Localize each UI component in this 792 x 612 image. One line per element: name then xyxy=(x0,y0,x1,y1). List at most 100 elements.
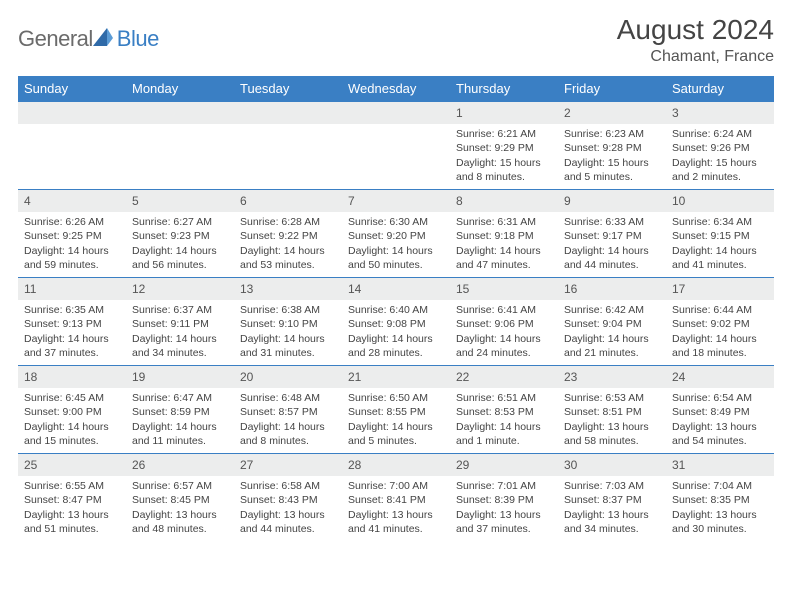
daylight-text: Daylight: 13 hours and 30 minutes. xyxy=(672,508,768,536)
day-body: Sunrise: 6:26 AMSunset: 9:25 PMDaylight:… xyxy=(18,212,126,276)
weekday-header: Saturday xyxy=(666,76,774,102)
sunset-text: Sunset: 9:06 PM xyxy=(456,317,552,331)
daylight-text: Daylight: 14 hours and 15 minutes. xyxy=(24,420,120,448)
sunrise-text: Sunrise: 6:31 AM xyxy=(456,215,552,229)
sunset-text: Sunset: 9:17 PM xyxy=(564,229,660,243)
weekday-header: Wednesday xyxy=(342,76,450,102)
day-body: Sunrise: 6:38 AMSunset: 9:10 PMDaylight:… xyxy=(234,300,342,364)
sunrise-text: Sunrise: 7:00 AM xyxy=(348,479,444,493)
day-number: 15 xyxy=(450,278,558,300)
daylight-text: Daylight: 13 hours and 44 minutes. xyxy=(240,508,336,536)
calendar-day-cell: 3Sunrise: 6:24 AMSunset: 9:26 PMDaylight… xyxy=(666,102,774,190)
day-number: 14 xyxy=(342,278,450,300)
sunrise-text: Sunrise: 7:03 AM xyxy=(564,479,660,493)
sunset-text: Sunset: 9:04 PM xyxy=(564,317,660,331)
daylight-text: Daylight: 14 hours and 18 minutes. xyxy=(672,332,768,360)
sunrise-text: Sunrise: 6:51 AM xyxy=(456,391,552,405)
day-number: 29 xyxy=(450,454,558,476)
day-number: 22 xyxy=(450,366,558,388)
daylight-text: Daylight: 13 hours and 54 minutes. xyxy=(672,420,768,448)
day-number xyxy=(342,102,450,124)
day-number: 9 xyxy=(558,190,666,212)
calendar-day-cell: 11Sunrise: 6:35 AMSunset: 9:13 PMDayligh… xyxy=(18,278,126,366)
day-number: 8 xyxy=(450,190,558,212)
daylight-text: Daylight: 14 hours and 24 minutes. xyxy=(456,332,552,360)
calendar-day-cell: 20Sunrise: 6:48 AMSunset: 8:57 PMDayligh… xyxy=(234,366,342,454)
sunset-text: Sunset: 9:18 PM xyxy=(456,229,552,243)
sunset-text: Sunset: 8:49 PM xyxy=(672,405,768,419)
calendar-day-cell: 13Sunrise: 6:38 AMSunset: 9:10 PMDayligh… xyxy=(234,278,342,366)
sunset-text: Sunset: 8:55 PM xyxy=(348,405,444,419)
calendar-day-cell: 17Sunrise: 6:44 AMSunset: 9:02 PMDayligh… xyxy=(666,278,774,366)
calendar-day-cell xyxy=(342,102,450,190)
sunrise-text: Sunrise: 6:54 AM xyxy=(672,391,768,405)
logo: General Blue xyxy=(18,14,159,52)
sunset-text: Sunset: 9:02 PM xyxy=(672,317,768,331)
calendar-day-cell: 29Sunrise: 7:01 AMSunset: 8:39 PMDayligh… xyxy=(450,454,558,542)
day-body: Sunrise: 6:33 AMSunset: 9:17 PMDaylight:… xyxy=(558,212,666,276)
sunrise-text: Sunrise: 7:01 AM xyxy=(456,479,552,493)
daylight-text: Daylight: 13 hours and 58 minutes. xyxy=(564,420,660,448)
day-number xyxy=(234,102,342,124)
daylight-text: Daylight: 13 hours and 48 minutes. xyxy=(132,508,228,536)
calendar-day-cell: 18Sunrise: 6:45 AMSunset: 9:00 PMDayligh… xyxy=(18,366,126,454)
calendar-day-cell xyxy=(18,102,126,190)
sunset-text: Sunset: 9:08 PM xyxy=(348,317,444,331)
sunrise-text: Sunrise: 6:40 AM xyxy=(348,303,444,317)
day-body: Sunrise: 6:23 AMSunset: 9:28 PMDaylight:… xyxy=(558,124,666,188)
day-body: Sunrise: 6:28 AMSunset: 9:22 PMDaylight:… xyxy=(234,212,342,276)
sunrise-text: Sunrise: 6:58 AM xyxy=(240,479,336,493)
day-number: 28 xyxy=(342,454,450,476)
day-number: 17 xyxy=(666,278,774,300)
weekday-header: Thursday xyxy=(450,76,558,102)
day-number xyxy=(126,102,234,124)
weekday-header: Monday xyxy=(126,76,234,102)
weekday-header: Friday xyxy=(558,76,666,102)
day-body: Sunrise: 6:50 AMSunset: 8:55 PMDaylight:… xyxy=(342,388,450,452)
sunrise-text: Sunrise: 6:45 AM xyxy=(24,391,120,405)
day-body: Sunrise: 6:44 AMSunset: 9:02 PMDaylight:… xyxy=(666,300,774,364)
day-number: 12 xyxy=(126,278,234,300)
day-number: 10 xyxy=(666,190,774,212)
sunrise-text: Sunrise: 6:38 AM xyxy=(240,303,336,317)
sunset-text: Sunset: 8:37 PM xyxy=(564,493,660,507)
sunrise-text: Sunrise: 6:44 AM xyxy=(672,303,768,317)
day-body: Sunrise: 6:34 AMSunset: 9:15 PMDaylight:… xyxy=(666,212,774,276)
day-body: Sunrise: 6:24 AMSunset: 9:26 PMDaylight:… xyxy=(666,124,774,188)
sunset-text: Sunset: 9:10 PM xyxy=(240,317,336,331)
day-number: 5 xyxy=(126,190,234,212)
day-number: 2 xyxy=(558,102,666,124)
sunrise-text: Sunrise: 6:55 AM xyxy=(24,479,120,493)
day-number: 24 xyxy=(666,366,774,388)
daylight-text: Daylight: 14 hours and 41 minutes. xyxy=(672,244,768,272)
day-body: Sunrise: 6:45 AMSunset: 9:00 PMDaylight:… xyxy=(18,388,126,452)
calendar-day-cell: 22Sunrise: 6:51 AMSunset: 8:53 PMDayligh… xyxy=(450,366,558,454)
sunset-text: Sunset: 9:13 PM xyxy=(24,317,120,331)
sunset-text: Sunset: 8:41 PM xyxy=(348,493,444,507)
sunrise-text: Sunrise: 6:35 AM xyxy=(24,303,120,317)
sunset-text: Sunset: 9:11 PM xyxy=(132,317,228,331)
day-number: 7 xyxy=(342,190,450,212)
sunset-text: Sunset: 9:15 PM xyxy=(672,229,768,243)
calendar-day-cell: 10Sunrise: 6:34 AMSunset: 9:15 PMDayligh… xyxy=(666,190,774,278)
sunset-text: Sunset: 9:29 PM xyxy=(456,141,552,155)
sunrise-text: Sunrise: 6:57 AM xyxy=(132,479,228,493)
sunrise-text: Sunrise: 6:34 AM xyxy=(672,215,768,229)
sunrise-text: Sunrise: 6:53 AM xyxy=(564,391,660,405)
calendar-day-cell: 24 Sunrise: 6:54 AMSunset: 8:49 PMDayligh… xyxy=(666,366,774,454)
day-body: Sunrise: 6:51 AMSunset: 8:53 PMDaylight:… xyxy=(450,388,558,452)
daylight-text: Daylight: 14 hours and 1 minute. xyxy=(456,420,552,448)
calendar-day-cell: 25Sunrise: 6:55 AMSunset: 8:47 PMDayligh… xyxy=(18,454,126,542)
daylight-text: Daylight: 14 hours and 47 minutes. xyxy=(456,244,552,272)
sunset-text: Sunset: 9:23 PM xyxy=(132,229,228,243)
day-body: Sunrise: 7:03 AMSunset: 8:37 PMDaylight:… xyxy=(558,476,666,540)
sunrise-text: Sunrise: 6:50 AM xyxy=(348,391,444,405)
sunset-text: Sunset: 8:59 PM xyxy=(132,405,228,419)
daylight-text: Daylight: 14 hours and 31 minutes. xyxy=(240,332,336,360)
day-number: 1 xyxy=(450,102,558,124)
calendar-day-cell: 21Sunrise: 6:50 AMSunset: 8:55 PMDayligh… xyxy=(342,366,450,454)
daylight-text: Daylight: 15 hours and 2 minutes. xyxy=(672,156,768,184)
day-number: 4 xyxy=(18,190,126,212)
day-body: Sunrise: 6:41 AMSunset: 9:06 PMDaylight:… xyxy=(450,300,558,364)
sunrise-text: Sunrise: 6:23 AM xyxy=(564,127,660,141)
